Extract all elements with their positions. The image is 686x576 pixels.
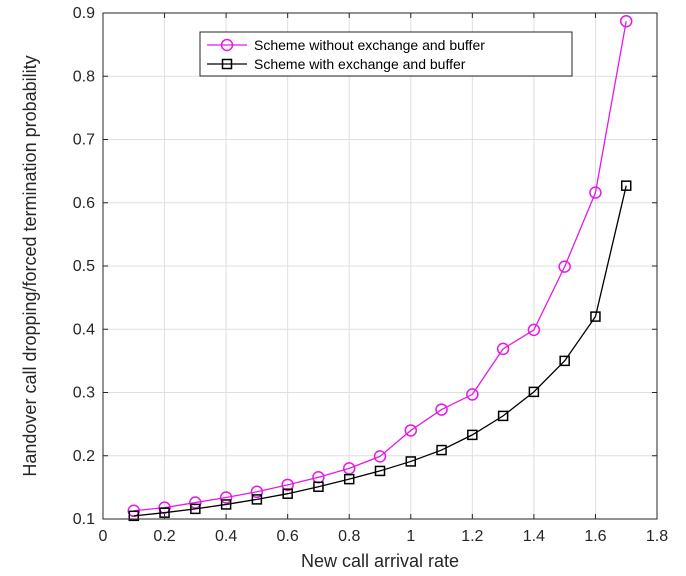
legend-label: Scheme with exchange and buffer xyxy=(254,56,466,72)
legend-marker xyxy=(220,38,234,52)
x-tick-label: 0 xyxy=(99,528,108,545)
x-tick-label: 0.2 xyxy=(153,528,175,545)
x-tick-label: 0.6 xyxy=(277,528,299,545)
data-point xyxy=(343,473,355,485)
data-point xyxy=(373,450,387,463)
x-tick-label: 1.2 xyxy=(461,528,483,545)
x-tick-label: 0.8 xyxy=(338,528,360,545)
legend-entries: Scheme without exchange and buffer Scheme… xyxy=(207,37,485,72)
data-point xyxy=(620,180,632,191)
grid-layer xyxy=(102,12,658,520)
data-point xyxy=(496,342,510,356)
data-point xyxy=(342,462,356,475)
legend-box xyxy=(199,31,573,77)
data-point xyxy=(527,323,541,337)
y-tick-label: 0.3 xyxy=(73,385,95,402)
data-point xyxy=(190,503,201,515)
x-tick-label: 1.4 xyxy=(523,528,545,545)
data-point xyxy=(467,429,478,441)
data-point xyxy=(589,186,602,199)
data-point xyxy=(281,478,294,492)
x-tick-label: 1.6 xyxy=(584,528,606,545)
y-tick-label: 0.5 xyxy=(73,258,95,275)
legend-entry: Scheme with exchange and buffer xyxy=(207,56,466,72)
series-line xyxy=(133,21,627,512)
y-tick-label: 0.1 xyxy=(73,511,95,528)
data-point xyxy=(559,355,570,367)
y-axis-title: Handover call dropping/forced terminatio… xyxy=(20,55,40,476)
data-point xyxy=(619,14,633,28)
data-point xyxy=(127,504,141,518)
y-tick-label: 0.2 xyxy=(73,448,95,465)
data-point xyxy=(466,388,479,401)
data-point xyxy=(282,488,293,499)
series-2 xyxy=(128,180,632,522)
x-tick-label: 1 xyxy=(406,528,415,545)
data-point xyxy=(435,403,448,416)
y-tick-label: 0.6 xyxy=(73,195,95,212)
y-tick-label: 0.8 xyxy=(73,68,95,85)
data-point xyxy=(497,410,509,422)
legend-marker xyxy=(221,58,233,70)
y-tick-label: 0.4 xyxy=(73,321,95,338)
data-point xyxy=(405,456,417,467)
data-point xyxy=(436,444,447,456)
data-point xyxy=(189,496,202,509)
series-1 xyxy=(127,14,633,518)
data-point xyxy=(250,485,264,499)
legend-entry: Scheme without exchange and buffer xyxy=(207,37,485,53)
data-point xyxy=(374,465,386,477)
x-axis-title: New call arrival rate xyxy=(301,551,459,571)
data-point xyxy=(404,424,418,437)
legend: Scheme without exchange and buffer Scheme… xyxy=(199,31,573,77)
y-tick-label: 0.9 xyxy=(73,5,95,22)
x-tick-label: 0.4 xyxy=(215,528,237,545)
data-point xyxy=(528,386,540,398)
legend-label: Scheme without exchange and buffer xyxy=(254,37,485,53)
series-layer xyxy=(127,14,633,522)
y-tick-label: 0.7 xyxy=(73,132,95,149)
data-point xyxy=(251,494,263,505)
data-point xyxy=(590,311,601,322)
tick-layer: 0 0.2 0.4 0.6 0.8 1 1.2 1.4 1.6 1.8 0.1 0.2 0.3 0.4 0.… xyxy=(73,5,668,545)
data-point xyxy=(128,510,140,522)
x-tick-label: 1.8 xyxy=(646,528,668,545)
data-point xyxy=(558,260,571,273)
data-point xyxy=(220,499,232,510)
series-line xyxy=(133,185,627,517)
data-point xyxy=(219,491,233,504)
data-point xyxy=(313,481,324,492)
